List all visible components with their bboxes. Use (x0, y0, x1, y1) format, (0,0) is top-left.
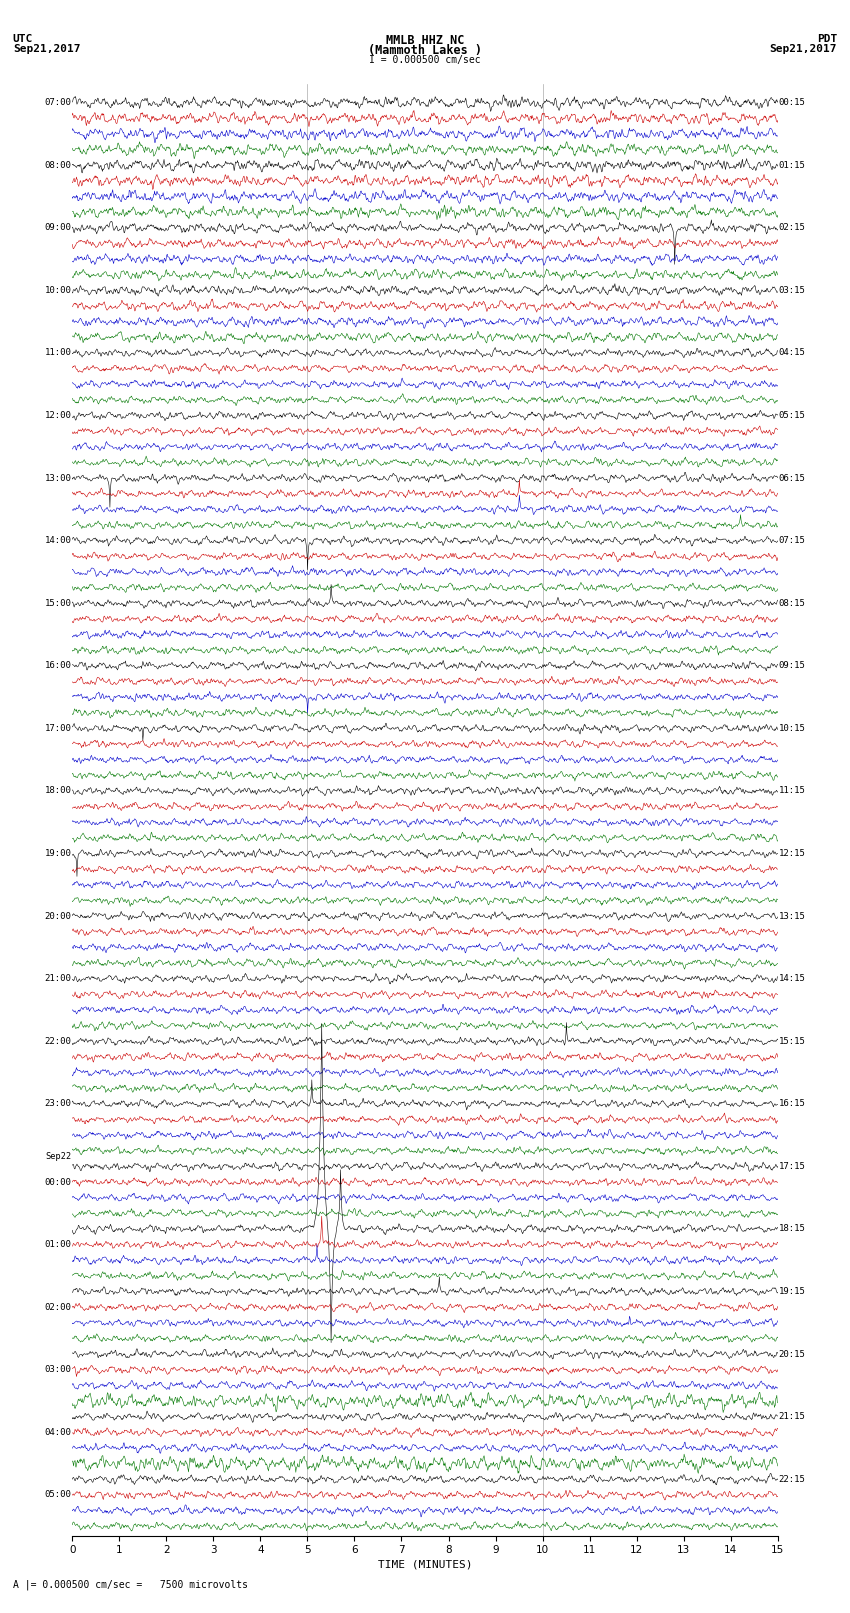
Text: 17:15: 17:15 (779, 1161, 805, 1171)
Text: 14:15: 14:15 (779, 974, 805, 984)
Text: 14:00: 14:00 (45, 536, 71, 545)
Text: Sep21,2017: Sep21,2017 (13, 44, 80, 55)
Text: 10:00: 10:00 (45, 286, 71, 295)
Text: 05:00: 05:00 (45, 1490, 71, 1500)
Text: 06:15: 06:15 (779, 474, 805, 482)
Text: Sep21,2017: Sep21,2017 (770, 44, 837, 55)
Text: 20:15: 20:15 (779, 1350, 805, 1358)
Text: 17:00: 17:00 (45, 724, 71, 732)
Text: 09:15: 09:15 (779, 661, 805, 671)
Text: 08:00: 08:00 (45, 161, 71, 169)
Text: 16:15: 16:15 (779, 1100, 805, 1108)
Text: 00:15: 00:15 (779, 98, 805, 106)
Text: 04:00: 04:00 (45, 1428, 71, 1437)
Text: 13:00: 13:00 (45, 474, 71, 482)
Text: A |= 0.000500 cm/sec =   7500 microvolts: A |= 0.000500 cm/sec = 7500 microvolts (13, 1579, 247, 1590)
Text: 11:15: 11:15 (779, 787, 805, 795)
Text: 21:15: 21:15 (779, 1413, 805, 1421)
Text: 22:15: 22:15 (779, 1474, 805, 1484)
Text: 01:15: 01:15 (779, 161, 805, 169)
Text: 13:15: 13:15 (779, 911, 805, 921)
Text: 20:00: 20:00 (45, 911, 71, 921)
Text: 07:15: 07:15 (779, 536, 805, 545)
Text: 12:15: 12:15 (779, 848, 805, 858)
Text: 10:15: 10:15 (779, 724, 805, 732)
Text: 02:15: 02:15 (779, 223, 805, 232)
Text: Sep22: Sep22 (45, 1152, 71, 1161)
Text: 22:00: 22:00 (45, 1037, 71, 1045)
Text: MMLB HHZ NC: MMLB HHZ NC (386, 34, 464, 47)
Text: 15:00: 15:00 (45, 598, 71, 608)
Text: 05:15: 05:15 (779, 411, 805, 419)
Text: 00:00: 00:00 (45, 1177, 71, 1187)
Text: 19:00: 19:00 (45, 848, 71, 858)
Text: 02:00: 02:00 (45, 1303, 71, 1311)
Text: 09:00: 09:00 (45, 223, 71, 232)
X-axis label: TIME (MINUTES): TIME (MINUTES) (377, 1560, 473, 1569)
Text: 07:00: 07:00 (45, 98, 71, 106)
Text: 18:15: 18:15 (779, 1224, 805, 1234)
Text: 01:00: 01:00 (45, 1240, 71, 1248)
Text: 16:00: 16:00 (45, 661, 71, 671)
Text: 23:00: 23:00 (45, 1100, 71, 1108)
Text: 11:00: 11:00 (45, 348, 71, 358)
Text: 19:15: 19:15 (779, 1287, 805, 1295)
Text: 08:15: 08:15 (779, 598, 805, 608)
Text: 03:15: 03:15 (779, 286, 805, 295)
Text: 12:00: 12:00 (45, 411, 71, 419)
Text: PDT: PDT (817, 34, 837, 44)
Text: 15:15: 15:15 (779, 1037, 805, 1045)
Text: 18:00: 18:00 (45, 787, 71, 795)
Text: UTC: UTC (13, 34, 33, 44)
Text: 21:00: 21:00 (45, 974, 71, 984)
Text: I = 0.000500 cm/sec: I = 0.000500 cm/sec (369, 55, 481, 65)
Text: 03:00: 03:00 (45, 1365, 71, 1374)
Text: (Mammoth Lakes ): (Mammoth Lakes ) (368, 44, 482, 58)
Text: 04:15: 04:15 (779, 348, 805, 358)
